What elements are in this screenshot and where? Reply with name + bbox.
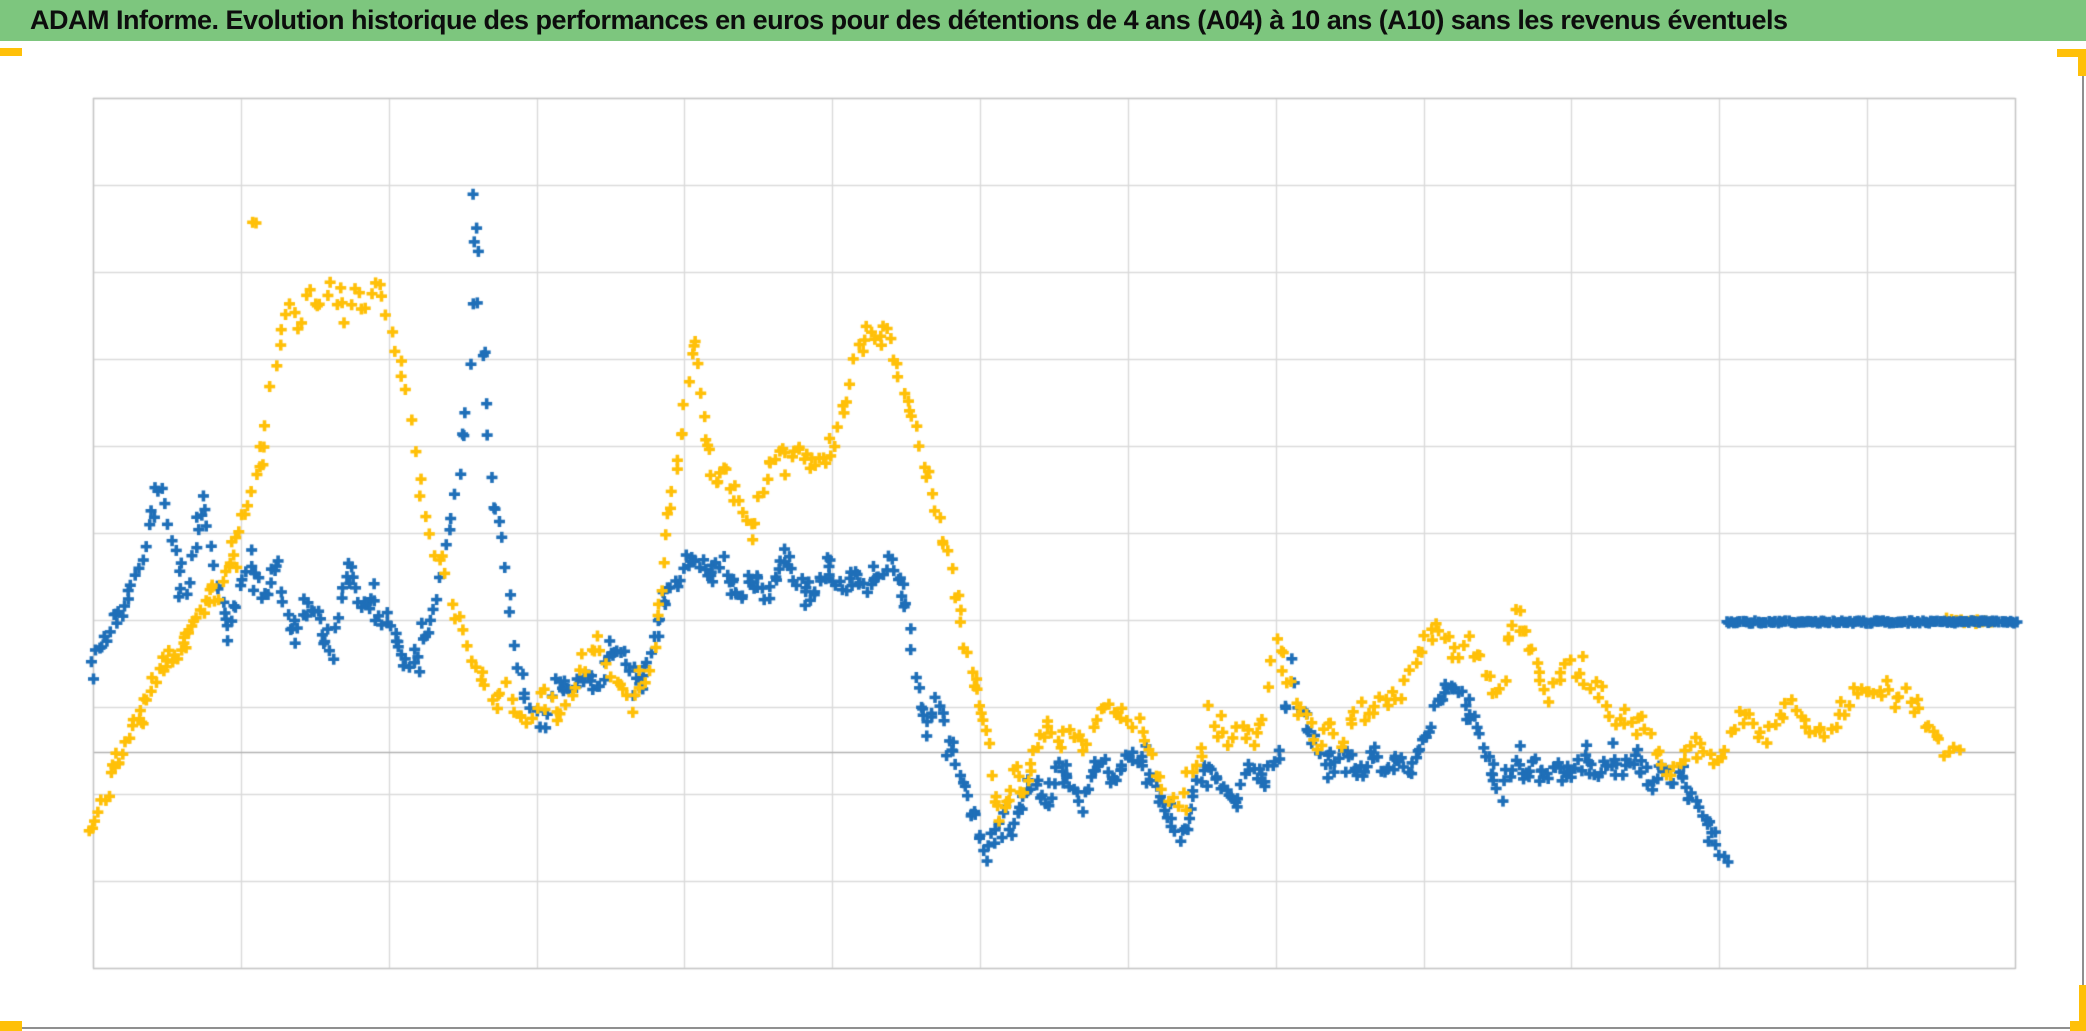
selection-handle-top-right-h[interactable]: [2057, 49, 2086, 57]
selection-handle-right-edge[interactable]: [2079, 985, 2086, 1031]
selection-handle-top-left[interactable]: [0, 48, 22, 56]
selection-handle-top-right-v[interactable]: [2078, 49, 2086, 76]
sheet-right-border: [2082, 58, 2084, 1028]
selection-handle-bottom-right[interactable]: [2070, 1021, 2086, 1031]
sheet-bottom-border: [0, 1027, 2086, 1029]
selection-handle-bottom-left[interactable]: [0, 1021, 22, 1031]
